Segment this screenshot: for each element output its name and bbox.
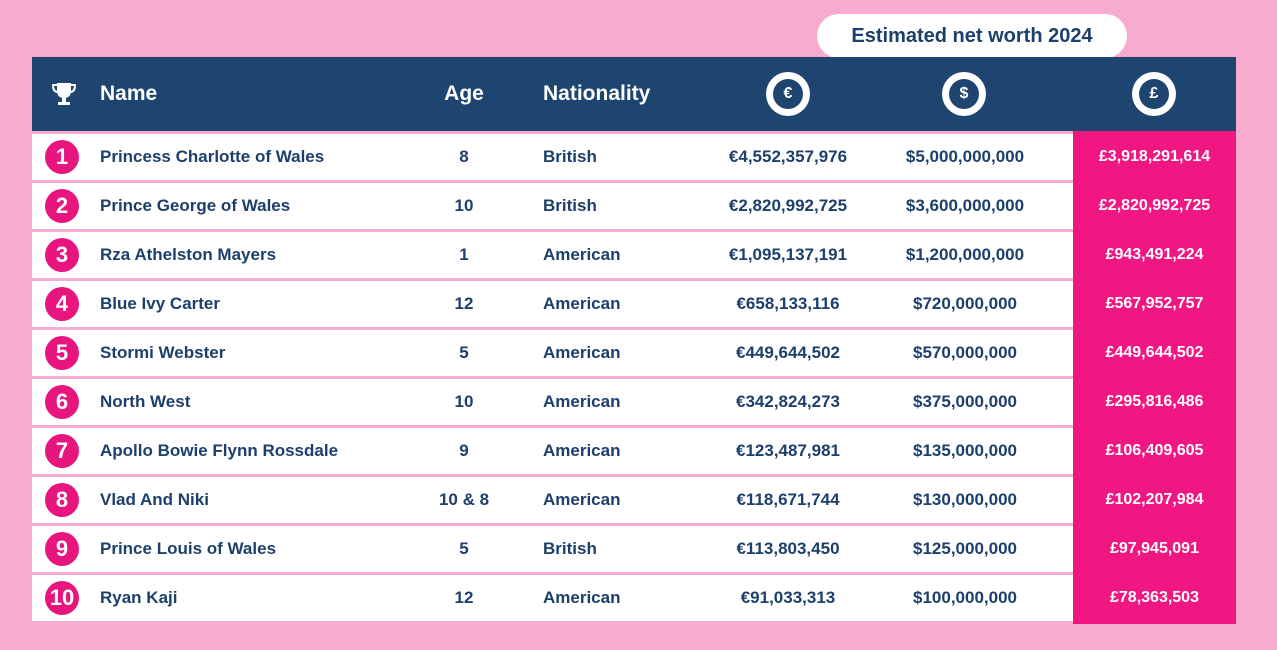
nationality-cell: American [543,343,621,362]
age-cell: 10 [454,196,474,215]
eur-cell: €91,033,313 [740,588,836,607]
usd-cell: $3,600,000,000 [905,196,1025,215]
usd-cell: $570,000,000 [913,343,1017,362]
table-row: 5 Stormi Webster 5 American €449,644,502 $570… [32,330,1236,376]
age-cell: 5 [459,539,469,558]
eur-cell: €449,644,502 [736,343,840,362]
table-body: 1 Princess Charlotte of Wales 8 British €4,5… [32,134,1236,621]
rank-badge: 10 [45,581,79,615]
gbp-cell: £3,918,291,614 [1073,134,1236,180]
nationality-cell: American [543,245,621,264]
age-cell: 8 [459,147,469,166]
table-row: 3 Rza Athelston Mayers 1 American €1,095,137… [32,232,1236,278]
table-row: 1 Princess Charlotte of Wales 8 British €4,5… [32,134,1236,180]
nationality-cell: American [543,392,621,411]
gbp-cell: £567,952,757 [1073,281,1236,327]
dollar-icon: $ [942,57,986,131]
nationality-cell: American [543,490,621,509]
rank-badge: 9 [45,532,79,566]
gbp-cell: £295,816,486 [1073,379,1236,425]
table-caption-badge: Estimated net worth 2024 [817,14,1127,58]
table-row: 9 Prince Louis of Wales 5 British €113,803,4… [32,526,1236,572]
age-cell: 5 [459,343,469,362]
usd-cell: $125,000,000 [913,539,1017,558]
age-cell: 9 [459,441,469,460]
table-row: 2 Prince George of Wales 10 British €2,820,9… [32,183,1236,229]
nationality-cell: British [543,147,597,166]
eur-cell: €4,552,357,976 [728,147,848,166]
gbp-cell: £97,945,091 [1073,526,1236,572]
eur-cell: €118,671,744 [736,490,840,509]
gbp-cell: £78,363,503 [1073,575,1236,621]
eur-cell: €123,487,981 [736,441,840,460]
rank-badge: 7 [45,434,79,468]
rank-badge: 6 [45,385,79,419]
eur-cell: €342,824,273 [736,392,840,411]
name-cell: Blue Ivy Carter [100,294,220,313]
rank-badge: 3 [45,238,79,272]
eur-cell: €1,095,137,191 [728,245,848,264]
header-nationality: Nationality [543,82,651,105]
table-row: 4 Blue Ivy Carter 12 American €658,133,116 $7… [32,281,1236,327]
age-cell: 12 [454,294,474,313]
gbp-cell: £943,491,224 [1073,232,1236,278]
eur-cell: €2,820,992,725 [728,196,848,215]
name-cell: Stormi Webster [100,343,226,362]
age-cell: 10 [454,392,474,411]
table-row: 7 Apollo Bowie Flynn Rossdale 9 American €12… [32,428,1236,474]
dollar-symbol: $ [949,79,979,109]
usd-cell: $100,000,000 [913,588,1017,607]
eur-cell: €658,133,116 [736,294,840,313]
table-header: Name Age Nationality € $ £ [32,57,1236,131]
nationality-cell: British [543,196,597,215]
name-cell: North West [100,392,191,411]
gbp-cell: £102,207,984 [1073,477,1236,523]
age-cell: 10 & 8 [438,490,490,509]
rank-badge: 4 [45,287,79,321]
name-cell: Apollo Bowie Flynn Rossdale [100,441,339,460]
header-name: Name [100,82,158,105]
gbp-cell: £2,820,992,725 [1073,183,1236,229]
eur-cell: €113,803,450 [736,539,840,558]
header-age: Age [444,82,484,105]
name-cell: Prince George of Wales [100,196,291,215]
usd-cell: $720,000,000 [913,294,1017,313]
usd-cell: $130,000,000 [913,490,1017,509]
table-row: 8 Vlad And Niki 10 & 8 American €118,671,744… [32,477,1236,523]
name-cell: Rza Athelston Mayers [100,245,277,264]
rank-badge: 5 [45,336,79,370]
euro-symbol: € [773,79,803,109]
table-row: 6 North West 10 American €342,824,273 $375,00… [32,379,1236,425]
usd-cell: $1,200,000,000 [905,245,1025,264]
euro-icon: € [766,57,810,131]
nationality-cell: American [543,588,621,607]
age-cell: 1 [459,245,469,264]
name-cell: Princess Charlotte of Wales [100,147,325,166]
name-cell: Ryan Kaji [100,588,178,607]
rank-badge: 1 [45,140,79,174]
net-worth-table: Name Age Nationality € $ £ 1 Princess Cha… [32,57,1236,624]
pound-icon: £ [1132,57,1176,131]
nationality-cell: British [543,539,597,558]
rank-badge: 2 [45,189,79,223]
usd-cell: $5,000,000,000 [905,147,1025,166]
rank-badge: 8 [45,483,79,517]
pound-symbol: £ [1139,79,1169,109]
gbp-cell: £449,644,502 [1073,330,1236,376]
name-cell: Prince Louis of Wales [100,539,277,558]
nationality-cell: American [543,441,621,460]
gbp-cell: £106,409,605 [1073,428,1236,474]
age-cell: 12 [454,588,474,607]
trophy-icon [46,57,82,131]
usd-cell: $375,000,000 [913,392,1017,411]
name-cell: Vlad And Niki [100,490,209,509]
usd-cell: $135,000,000 [913,441,1017,460]
table-row: 10 Ryan Kaji 12 American €91,033,313 $100,000… [32,575,1236,621]
nationality-cell: American [543,294,621,313]
